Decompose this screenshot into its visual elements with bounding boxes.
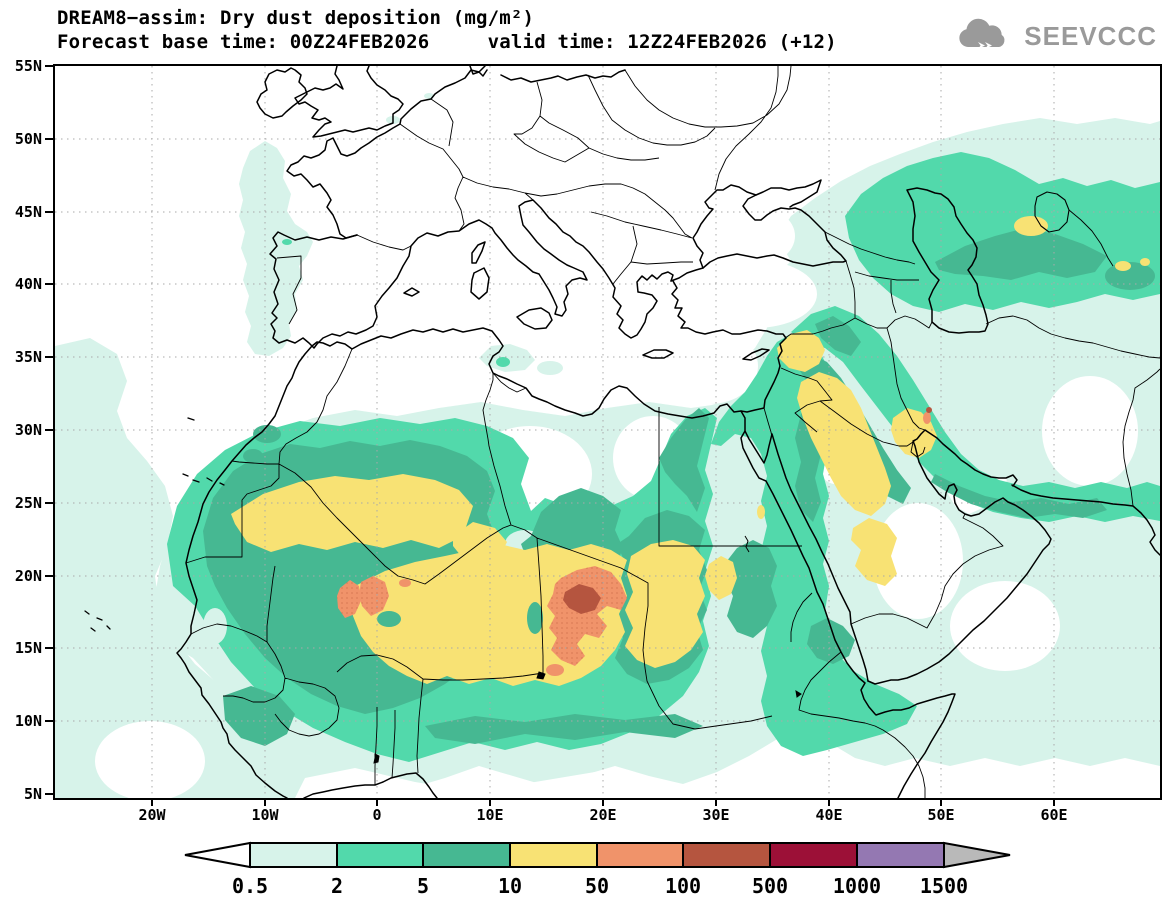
y-tick: [45, 283, 53, 285]
title-block: DREAM8−assim: Dry dust deposition (mg/m²…: [57, 6, 837, 54]
y-axis-label: 10N: [14, 712, 42, 730]
forecast-times: Forecast base time: 00Z24FEB2026 valid t…: [57, 31, 837, 53]
y-axis-label: 25N: [14, 494, 42, 512]
colorbar-segment: [249, 842, 338, 868]
map-plot: [53, 64, 1162, 800]
x-tick: [376, 798, 378, 806]
contour-map: [55, 66, 1160, 798]
y-axis-label: 20N: [14, 567, 42, 585]
y-tick: [45, 138, 53, 140]
y-axis-label: 15N: [14, 639, 42, 657]
colorbar-segment: [596, 842, 684, 868]
colorbar-under-arrow: [184, 841, 251, 869]
country-borders: [185, 66, 1160, 798]
y-axis-label: 45N: [14, 203, 42, 221]
colorbar-segment: [856, 842, 945, 868]
y-tick: [45, 211, 53, 213]
y-axis-label: 5N: [23, 785, 42, 803]
y-tick: [45, 575, 53, 577]
x-axis-label: 20E: [589, 806, 617, 824]
x-tick: [940, 798, 942, 806]
colorbar-segment: [422, 842, 511, 868]
y-tick: [45, 429, 53, 431]
contour-level-100: [563, 407, 932, 614]
colorbar-segment: [682, 842, 771, 868]
colorbar-value-label: 10: [498, 874, 522, 898]
seevccc-logo: SEEVCCC: [954, 16, 1157, 56]
teal-holes-in-yellow: [377, 602, 543, 634]
x-axis-label: 20W: [138, 806, 166, 824]
y-axis-label: 55N: [14, 57, 42, 75]
x-axis-label: 60E: [1040, 806, 1068, 824]
y-axis-label: 50N: [14, 130, 42, 148]
cloud-icon: [959, 18, 1005, 49]
y-tick: [45, 647, 53, 649]
colorbar-value-label: 5: [417, 874, 429, 898]
x-tick: [602, 798, 604, 806]
colorbar-value-label: 500: [752, 874, 788, 898]
y-axis-label: 40N: [14, 275, 42, 293]
x-tick: [264, 798, 266, 806]
y-axis-label: 30N: [14, 421, 42, 439]
x-tick: [1053, 798, 1055, 806]
x-axis-label: 10W: [251, 806, 279, 824]
colorbar-value-label: 0.5: [232, 874, 268, 898]
y-tick: [45, 65, 53, 67]
x-axis-label: 40E: [815, 806, 843, 824]
colorbar-segment: [769, 842, 858, 868]
y-tick: [45, 720, 53, 722]
x-axis-label: 0: [372, 806, 382, 824]
page-title: DREAM8−assim: Dry dust deposition (mg/m²…: [57, 7, 535, 29]
grid-lines: [55, 66, 1160, 798]
y-tick: [45, 502, 53, 504]
colorbar-value-label: 50: [585, 874, 609, 898]
y-axis-label: 35N: [14, 348, 42, 366]
colorbar-value-label: 100: [665, 874, 701, 898]
x-tick: [151, 798, 153, 806]
y-tick: [45, 793, 53, 795]
logo-text: SEEVCCC: [1024, 20, 1157, 51]
colorbar-segment: [509, 842, 598, 868]
coastlines: [84, 66, 1160, 798]
colorbar-value-label: 2: [331, 874, 343, 898]
x-tick: [715, 798, 717, 806]
x-axis-label: 10E: [476, 806, 504, 824]
x-tick: [828, 798, 830, 806]
x-tick: [489, 798, 491, 806]
colorbar-over-arrow: [943, 841, 1011, 869]
y-tick: [45, 356, 53, 358]
x-axis-label: 30E: [702, 806, 730, 824]
x-axis-label: 50E: [927, 806, 955, 824]
colorbar-value-label: 1000: [833, 874, 881, 898]
colorbar-segment: [336, 842, 424, 868]
colorbar-value-label: 1500: [920, 874, 968, 898]
colorbar: 0.5 2 5 10 50 100 500 1000 1500: [184, 841, 1011, 898]
